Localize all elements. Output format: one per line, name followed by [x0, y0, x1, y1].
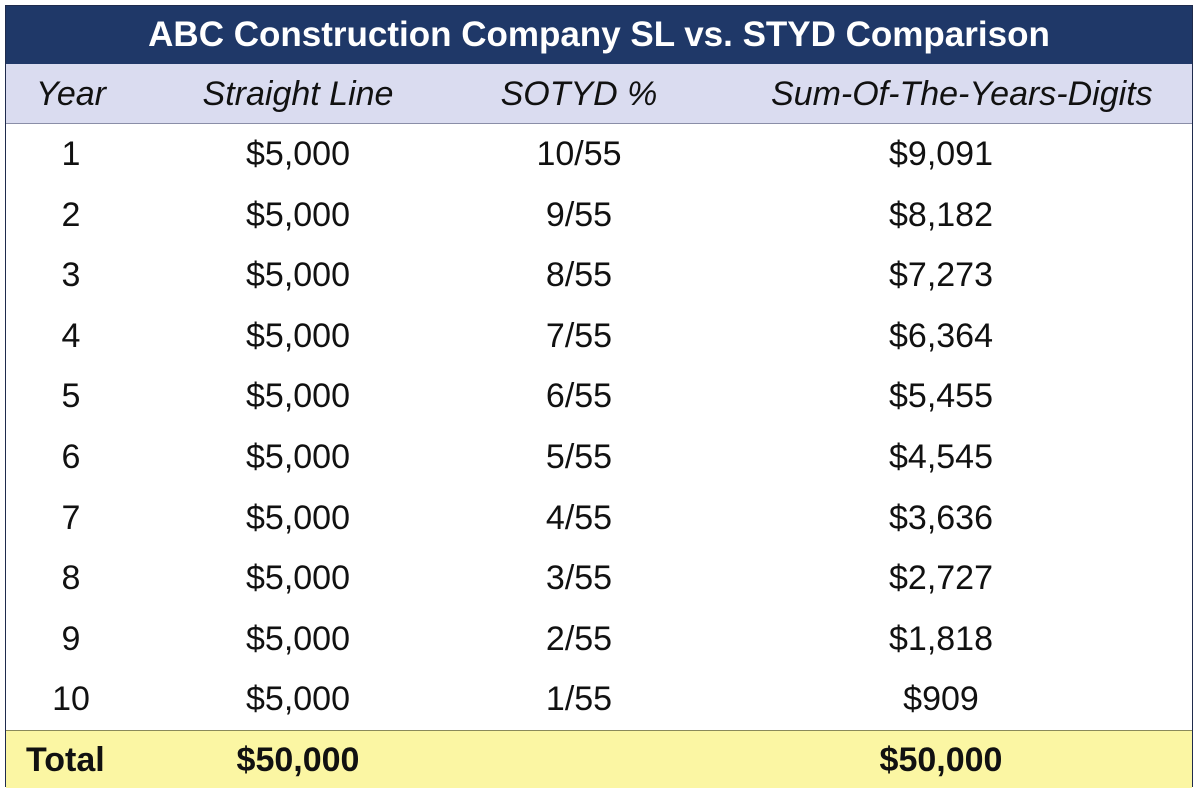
- column-header: Sum-Of-The-Years-Digits: [771, 75, 1153, 113]
- table-cell: $1,818: [889, 619, 993, 658]
- table-cell: $5,000: [246, 135, 350, 173]
- table-cell: 1: [61, 135, 81, 173]
- table-cell: 5/55: [545, 438, 613, 476]
- column-header: Year: [36, 75, 106, 113]
- column-header: Straight Line: [202, 75, 394, 113]
- table-cell: 7: [61, 498, 81, 537]
- table-cell: 2: [61, 195, 81, 234]
- table-cell: 7/55: [545, 316, 613, 355]
- table-cell: $6,364: [889, 316, 993, 355]
- table-cell: 9: [61, 619, 81, 658]
- table-cell: 10: [52, 680, 90, 719]
- table-cell: 4/55: [545, 498, 613, 537]
- table-cell: 10/55: [536, 135, 622, 173]
- table-cell: $5,000: [246, 619, 350, 658]
- table-cell: 4: [61, 316, 81, 355]
- table-cell: 1/55: [545, 680, 613, 719]
- table-cell: $4,545: [889, 438, 993, 476]
- header-row: Year Straight Line SOTYD % Sum-Of-The-Years…: [6, 64, 1192, 124]
- table-cell: $7,273: [889, 256, 993, 295]
- table-cell: $2,727: [889, 559, 993, 598]
- table-cell: 8/55: [545, 256, 613, 295]
- table-cell: 8: [61, 559, 81, 598]
- table-cell: $909: [903, 680, 979, 719]
- total-label: Total: [26, 741, 105, 779]
- table-cell: $9,091: [889, 135, 993, 173]
- table-cell: $5,000: [246, 377, 350, 416]
- table-cell: $5,000: [246, 195, 350, 234]
- total-row: Total $50,000 $50,000: [6, 730, 1192, 788]
- table-cell: 3/55: [545, 559, 613, 598]
- table-cell: 9/55: [545, 195, 613, 234]
- comparison-table: ABC Construction Company SL vs. STYD Com…: [5, 5, 1193, 788]
- table-cell: $5,000: [246, 438, 350, 476]
- table-cell: $8,182: [889, 195, 993, 234]
- table-cell: 6: [61, 438, 81, 476]
- table-cell: $3,636: [889, 498, 993, 537]
- table-cell: $5,000: [246, 680, 350, 719]
- title-bar: ABC Construction Company SL vs. STYD Com…: [6, 6, 1192, 64]
- table-cell: $5,000: [246, 316, 350, 355]
- table-cell: $5,000: [246, 256, 350, 295]
- table-cell: $5,455: [889, 377, 993, 416]
- total-straight-line: $50,000: [236, 741, 360, 779]
- table-cell: $5,000: [246, 498, 350, 537]
- table-cell: 3: [61, 256, 81, 295]
- table-cell: 6/55: [545, 377, 613, 416]
- table-cell: 2/55: [545, 619, 613, 658]
- table-cell: 5: [61, 377, 81, 416]
- column-header: SOTYD %: [500, 75, 658, 113]
- table-title: ABC Construction Company SL vs. STYD Com…: [148, 15, 1050, 54]
- table-cell: $5,000: [246, 559, 350, 598]
- total-syd: $50,000: [879, 741, 1003, 779]
